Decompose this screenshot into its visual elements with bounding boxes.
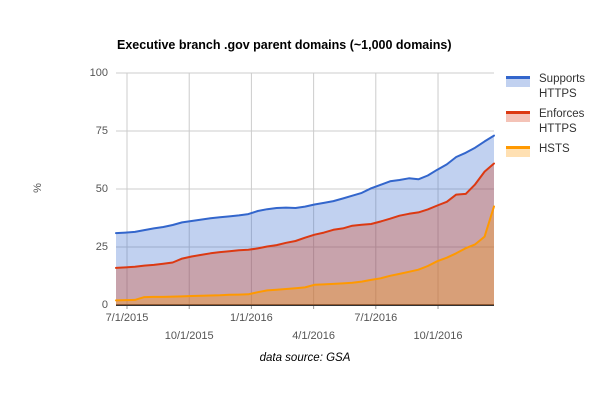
x-tick-label: 10/1/2016	[413, 330, 463, 342]
area-hsts	[116, 206, 494, 305]
chart-caption: data source: GSA	[259, 352, 351, 364]
line-enforces-https	[115, 162, 495, 269]
area-supports-https	[116, 135, 494, 305]
legend-label: Enforces HTTPS	[539, 108, 585, 135]
chart-title: Executive branch .gov parent domains (~1…	[117, 38, 452, 52]
y-tick-label: 100	[89, 67, 108, 79]
x-tick-label: 1/1/2016	[229, 312, 273, 324]
legend-swatch-icon	[506, 76, 530, 87]
x-tick-label: 7/1/2016	[354, 312, 398, 324]
y-axis-title: %	[32, 183, 44, 193]
legend-label: HSTS	[539, 143, 570, 155]
x-tick-label: 7/1/2015	[105, 312, 149, 324]
y-tick-label: 25	[95, 241, 108, 253]
y-tick-label: 50	[95, 183, 108, 195]
y-tick-label: 75	[95, 125, 108, 137]
legend-label: Supports HTTPS	[539, 73, 586, 100]
line-supports-https	[115, 134, 495, 235]
legend-item-hsts: HSTS	[506, 142, 606, 157]
line-hsts	[115, 205, 495, 302]
area-enforces-https	[116, 163, 494, 305]
legend-swatch-icon	[506, 111, 530, 122]
legend: Supports HTTPS Enforces HTTPS HSTS	[506, 72, 606, 162]
legend-item-enforces-https: Enforces HTTPS	[506, 107, 606, 137]
legend-item-supports-https: Supports HTTPS	[506, 72, 606, 102]
x-tick-label: 4/1/2016	[292, 330, 336, 342]
x-tick-label: 10/1/2015	[164, 330, 214, 342]
legend-swatch-icon	[506, 146, 530, 157]
y-tick-label: 0	[101, 299, 108, 311]
